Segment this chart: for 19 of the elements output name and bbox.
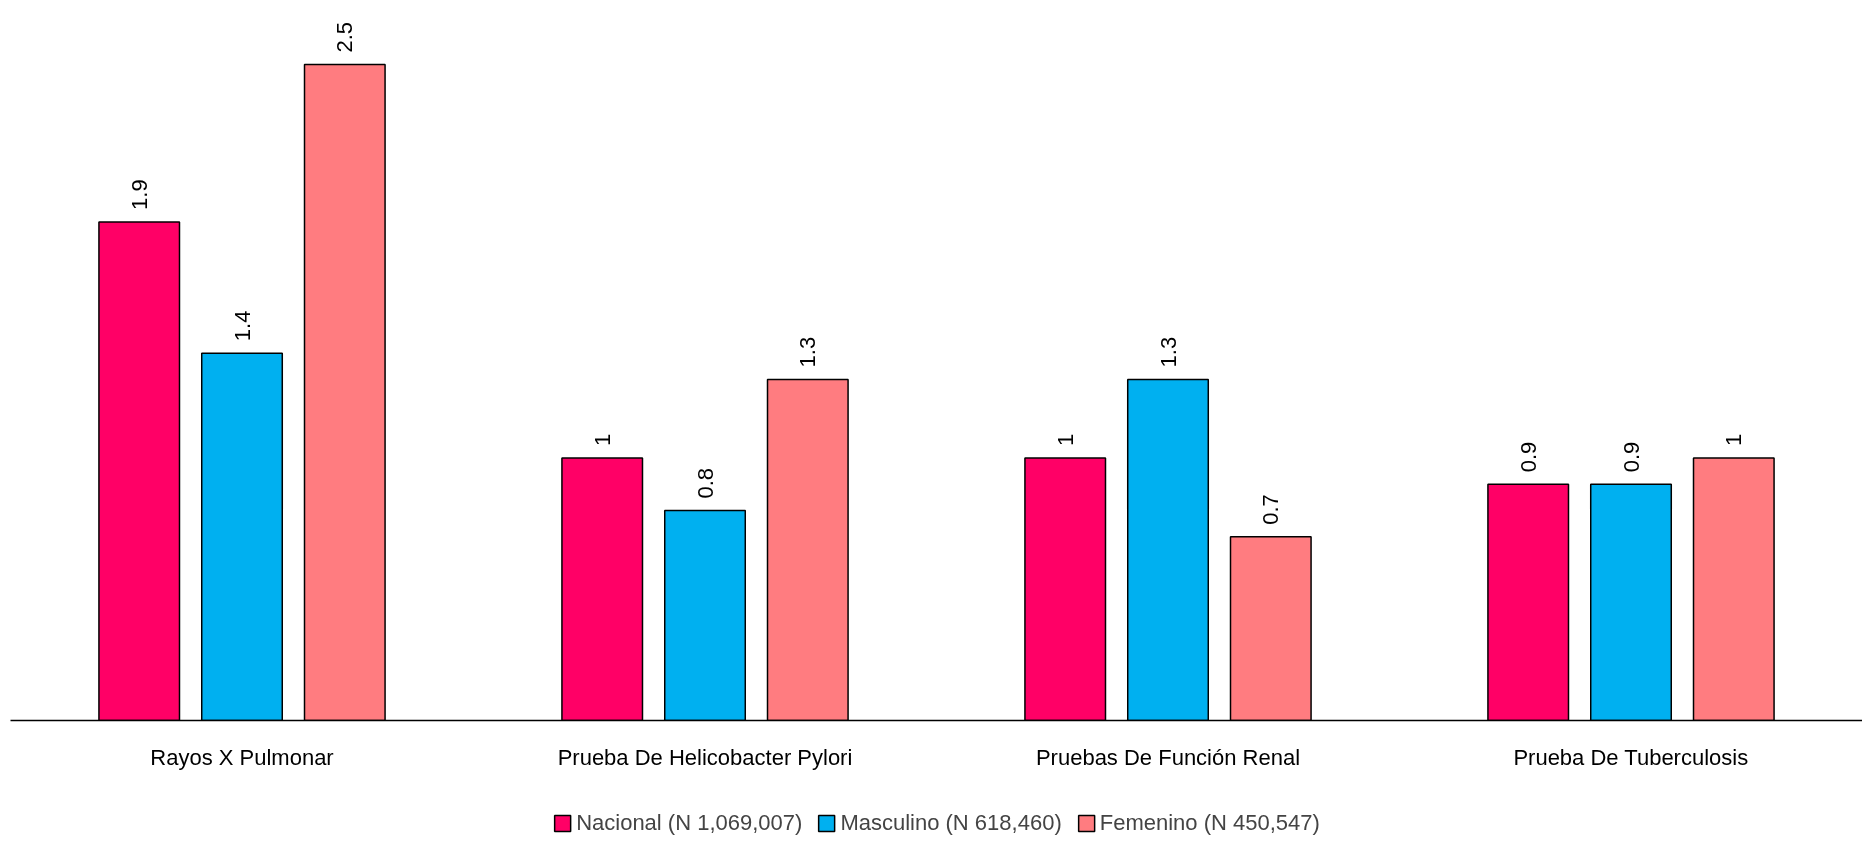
x-tick-label: Rayos X Pulmonar (150, 744, 334, 770)
data-label: 1.4 (229, 310, 255, 342)
x-tick-label: Prueba De Tuberculosis (1513, 744, 1749, 770)
data-label: 0.8 (692, 468, 718, 499)
data-label: 1 (589, 433, 615, 447)
data-label: 1 (1721, 433, 1747, 447)
data-label: 1.3 (795, 336, 821, 368)
data-label: 0.7 (1258, 494, 1284, 525)
legend-label: Masculino (N 618,460) (840, 810, 1062, 837)
data-label: 1.9 (126, 179, 152, 210)
data-label: 2.5 (332, 21, 358, 53)
data-label: 0.9 (1618, 441, 1644, 473)
data-label: 0.9 (1515, 441, 1541, 473)
x-tick-label: Prueba De Helicobacter Pylori (557, 744, 853, 770)
data-label: 1.3 (1155, 336, 1181, 368)
x-tick-label: Pruebas De Función Renal (1035, 744, 1301, 770)
legend-label: Femenino (N 450,547) (1099, 810, 1320, 837)
data-label: 1 (1052, 433, 1078, 447)
legend-label: Nacional (N 1,069,007) (576, 810, 803, 837)
